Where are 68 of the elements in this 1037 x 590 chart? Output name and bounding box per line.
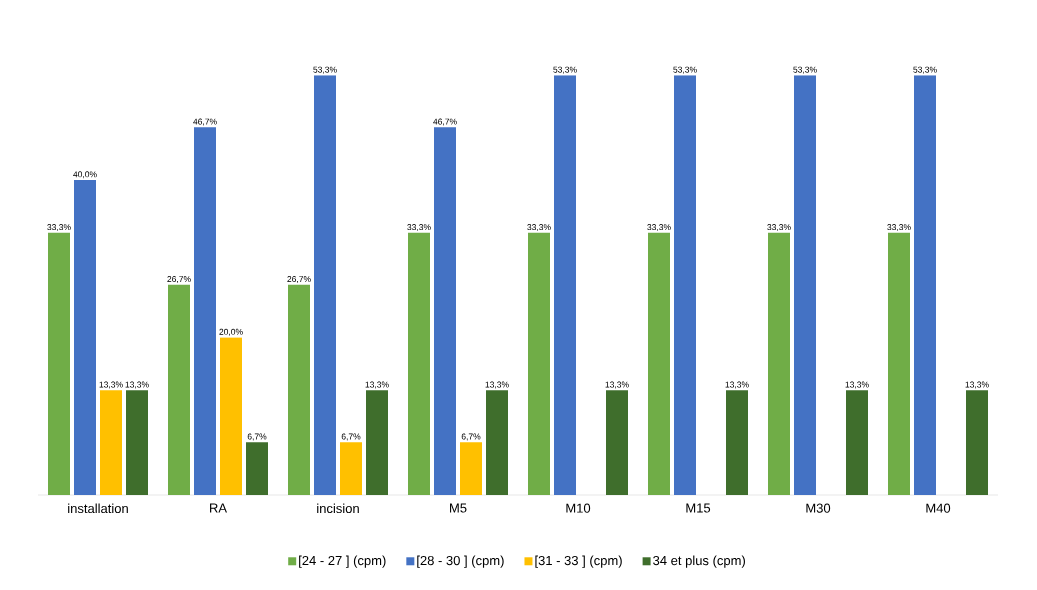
legend-label: 34 et plus (cpm)	[653, 555, 745, 568]
bar	[528, 232, 550, 495]
x-tick-label: RA	[210, 503, 227, 513]
data-label: 13,3%	[965, 381, 989, 389]
data-label: 40,0%	[73, 171, 97, 179]
bar	[74, 180, 96, 495]
bar	[846, 390, 868, 495]
x-tick-label: incision	[317, 503, 359, 514]
data-label: 26,7%	[287, 276, 311, 284]
bar	[486, 390, 508, 495]
bar	[966, 390, 989, 495]
x-tick-label: M30	[806, 503, 831, 513]
data-label: 13,3%	[845, 381, 869, 389]
x-tick-label: M40	[926, 503, 951, 513]
data-label: 13,3%	[485, 381, 509, 389]
x-tick-label: M15	[686, 503, 711, 513]
data-label: 33,3%	[527, 224, 551, 232]
bar	[126, 390, 148, 495]
legend-label: [28 - 30 ] (cpm)	[417, 555, 504, 568]
data-label: 13,3%	[365, 381, 389, 389]
bar	[194, 127, 216, 495]
bar	[674, 75, 696, 495]
data-label: 33,3%	[767, 224, 791, 232]
bar	[246, 442, 268, 495]
data-label: 20,0%	[219, 328, 243, 336]
data-label: 26,7%	[167, 276, 191, 284]
bar	[726, 390, 748, 495]
bar	[888, 232, 910, 495]
bar	[768, 232, 790, 495]
x-tick-label: M10	[566, 503, 591, 513]
data-label: 53,3%	[553, 66, 577, 74]
data-label: 13,3%	[99, 381, 123, 389]
bar	[288, 284, 310, 495]
bar	[554, 75, 576, 495]
bar	[408, 232, 430, 495]
data-label: 13,3%	[725, 381, 749, 389]
bar	[340, 442, 362, 495]
x-tick-label: M5	[450, 503, 467, 513]
bar	[48, 232, 70, 495]
data-label: 6,7%	[247, 433, 267, 441]
data-label: 33,3%	[647, 224, 671, 232]
bar	[168, 284, 190, 495]
bar	[100, 390, 122, 495]
bar	[914, 75, 936, 495]
data-label: 53,3%	[313, 66, 337, 74]
legend-label: [31 - 33 ] (cpm)	[535, 555, 622, 568]
data-label: 53,3%	[673, 66, 697, 74]
data-label: 33,3%	[887, 224, 911, 232]
bar	[366, 390, 388, 495]
bar	[220, 337, 242, 495]
bar	[314, 75, 336, 495]
data-label: 13,3%	[605, 381, 629, 389]
data-label: 33,3%	[407, 224, 431, 232]
data-label: 53,3%	[913, 66, 937, 74]
legend-label: [24 - 27 ] (cpm)	[299, 555, 386, 568]
data-label: 53,3%	[793, 66, 817, 74]
data-label: 13,3%	[125, 381, 149, 389]
data-label: 33,3%	[47, 224, 71, 232]
data-label: 6,7%	[341, 433, 361, 441]
data-label: 6,7%	[461, 433, 481, 441]
bar	[606, 390, 628, 495]
bar	[794, 75, 817, 495]
bar	[648, 232, 670, 495]
bar	[434, 127, 456, 495]
bar	[460, 442, 482, 495]
data-label: 46,7%	[193, 118, 217, 126]
x-tick-label: installation	[68, 503, 128, 514]
data-label: 46,7%	[433, 118, 457, 126]
